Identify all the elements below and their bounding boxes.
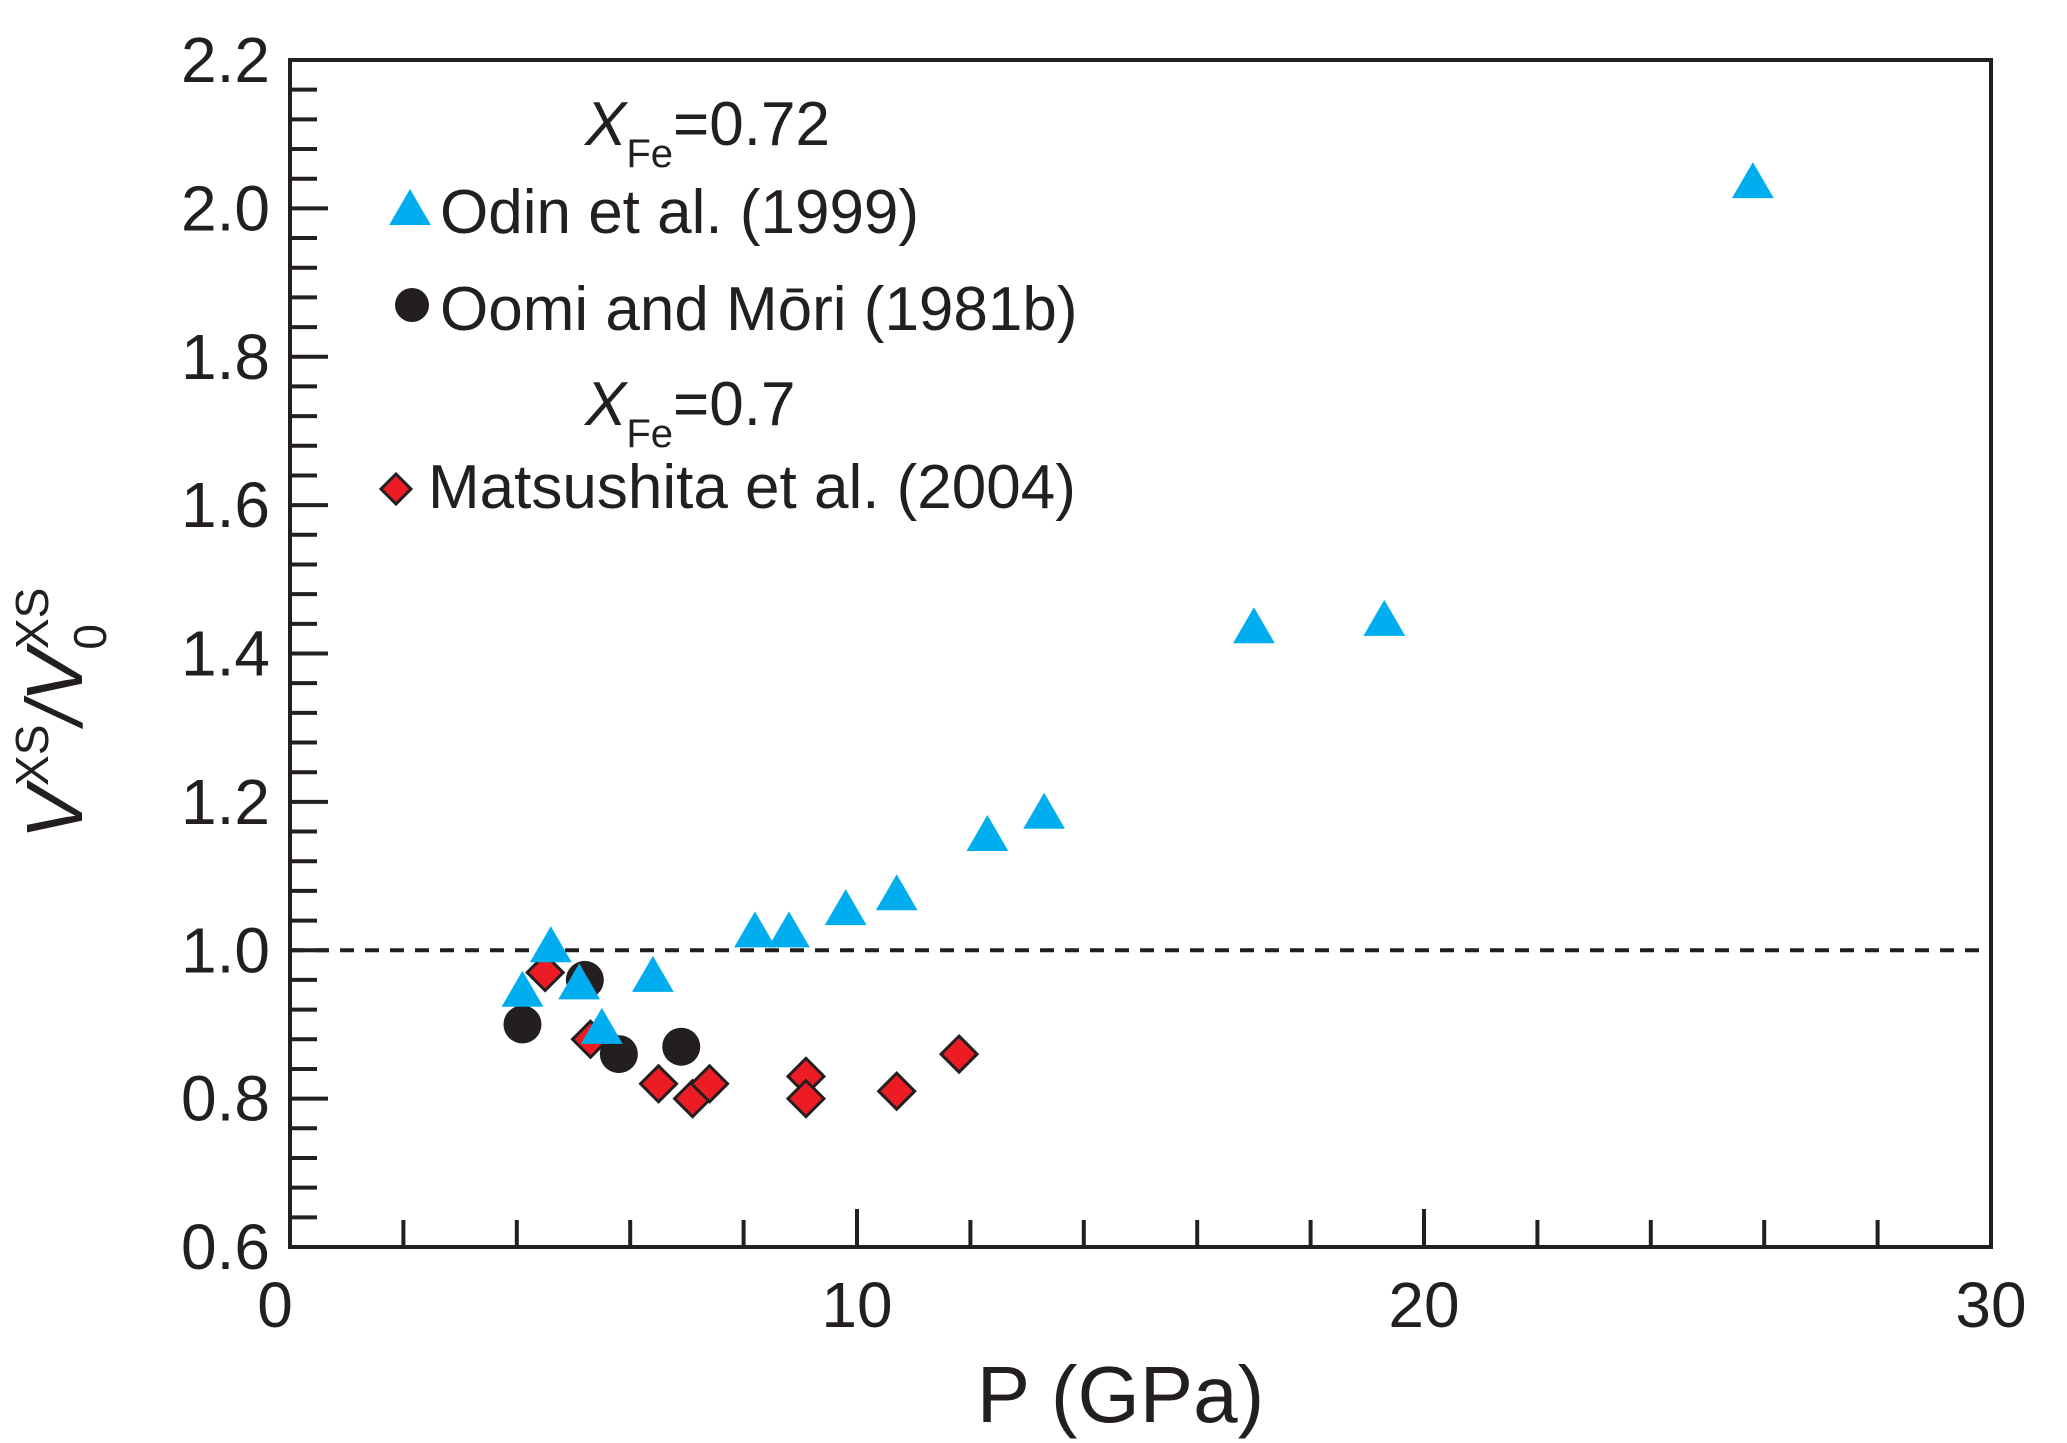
svg-text:XFe=0.72: XFe=0.72 [583,90,830,176]
triangle-point [824,889,867,926]
circle-point [662,1027,701,1066]
triangle-point [734,911,776,948]
legend-item-odin: Odin et al. (1999) [389,178,919,247]
triangle-point [966,814,1009,851]
legend-heading-var: X [583,90,629,159]
triangle-point [768,911,810,948]
circle-point [503,1005,542,1044]
legend-heading-var: X [583,370,629,439]
legend-group-heading-2: XFe=0.7 [583,370,795,456]
legend-label-odin: Odin et al. (1999) [440,178,919,247]
plot-frame [288,58,1993,1249]
y-tick-label: 2.0 [181,172,270,244]
data-points [501,162,1774,1119]
x-tick-label: 30 [1955,1269,2026,1341]
triangle-point [558,963,601,1000]
y-axis-title-sub2: 0 [64,624,116,650]
x-axis-title: P (GPa) [977,1350,1265,1439]
y-axis-title-v: V [10,779,99,839]
y-axis-title-sup: XS [6,725,58,786]
circle-point [599,1035,638,1074]
triangle-point [632,955,674,992]
y-tick-label: 0.6 [181,1211,270,1283]
triangle-point [875,874,918,911]
diamond-point [689,1063,730,1104]
legend-heading-value: =0.72 [673,90,830,159]
legend-heading-sub: Fe [626,412,673,456]
tick-labels: 0.6 0.8 1.0 1.2 1.4 1.6 1.8 2.0 2.2 0 10 20 30 [181,24,2027,1341]
legend-heading-sub: Fe [626,132,673,176]
triangle-point [1731,162,1774,199]
triangle-point [1233,607,1275,644]
diamond-marker-icon [378,471,414,507]
y-tick-label: 1.2 [181,766,270,838]
x-tick-label: 20 [1388,1269,1459,1341]
y-tick-label: 1.6 [181,469,270,541]
legend-heading-value: =0.7 [673,370,795,439]
y-tick-label: 2.2 [181,24,270,96]
legend-label-oomi: Oomi and Mōri (1981b) [440,275,1078,344]
y-tick-label: 0.8 [181,1063,270,1135]
diamond-point [525,952,566,993]
triangle-point [1363,599,1406,636]
triangle-point [580,1007,623,1044]
diamond-point [785,1078,827,1119]
circle-marker-icon [395,288,429,322]
legend-item-oomi: Oomi and Mōri (1981b) [395,275,1078,344]
x-tick-label: 0 [257,1269,293,1341]
triangle-point [1023,792,1065,829]
series-triangle [501,162,1774,1044]
y-axis-title-sup2: XS [6,588,58,649]
x-tick-label: 10 [821,1269,892,1341]
diamond-point [876,1071,917,1112]
svg-text:XFe=0.7: XFe=0.7 [583,370,795,456]
y-tick-label: 1.8 [181,321,270,393]
triangle-marker-icon [389,188,431,225]
axis-ticks [290,58,1880,1249]
y-axis-title: VXS/VXS 0 [6,588,116,840]
legend-item-matsushita: Matsushita et al. (2004) [378,453,1076,522]
diamond-point [638,1063,679,1104]
triangle-point [501,970,544,1007]
y-tick-label: 1.0 [181,914,270,986]
legend: XFe=0.72 Odin et al. (1999) Oomi and Mōr… [378,90,1078,522]
legend-label-matsushita: Matsushita et al. (2004) [428,453,1076,522]
y-tick-label: 1.4 [181,618,270,690]
diamond-point [938,1033,980,1075]
legend-group-heading-1: XFe=0.72 [583,90,830,176]
triangle-point [529,926,572,963]
y-axis-title-v0: V [10,642,99,702]
